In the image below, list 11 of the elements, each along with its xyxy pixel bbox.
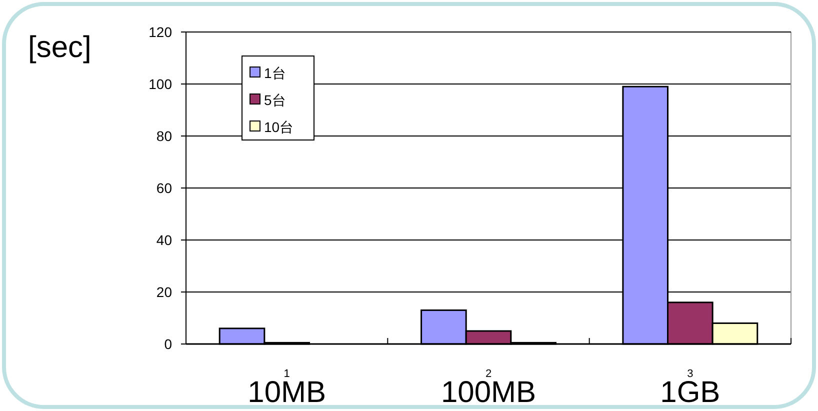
y-tick-label: 80: [156, 128, 172, 144]
y-tick-label: 40: [156, 232, 172, 248]
y-tick-label: 0: [164, 336, 172, 352]
legend-label: 1台: [264, 65, 286, 81]
y-tick-label: 120: [148, 24, 172, 40]
legend-label: 5台: [264, 92, 286, 108]
legend-label: 10台: [264, 119, 294, 135]
y-axis-title: [sec]: [28, 31, 92, 64]
y-tick-label: 60: [156, 180, 172, 196]
y-tick-label: 100: [148, 76, 172, 92]
y-tick-label: 20: [156, 284, 172, 300]
